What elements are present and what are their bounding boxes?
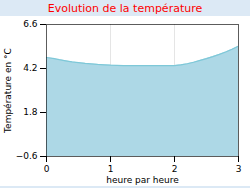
svg-text:0: 0 (44, 164, 50, 174)
html-text:Evolution de la température: Evolution de la température (47, 2, 203, 15)
svg-text:4.2: 4.2 (23, 63, 37, 73)
svg-text:3: 3 (236, 164, 242, 174)
svg-text:Température en °C: Température en °C (3, 48, 13, 134)
svg-text:2: 2 (172, 164, 178, 174)
svg-text:1.8: 1.8 (23, 107, 38, 117)
svg-text:−0.6: −0.6 (16, 151, 38, 161)
svg-text:1: 1 (108, 164, 114, 174)
svg-text:heure par heure: heure par heure (106, 175, 179, 185)
svg-text:6.6: 6.6 (23, 19, 38, 29)
